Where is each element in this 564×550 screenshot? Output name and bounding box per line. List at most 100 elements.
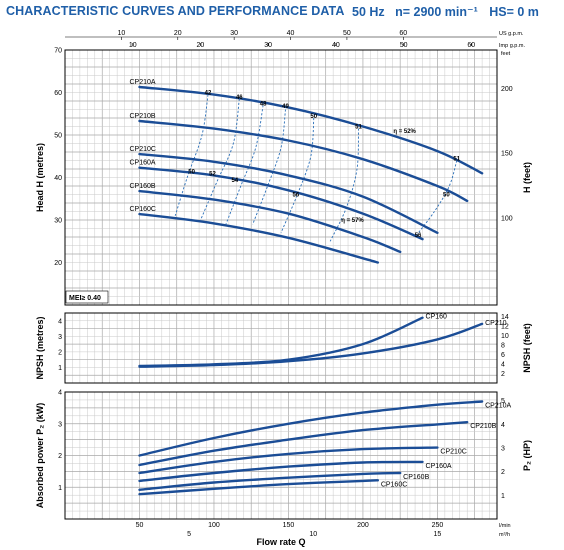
power-curve-label: CP160B [403,474,429,481]
head-curve-label: CP160C [129,206,155,213]
x-tick-label: 250 [432,522,444,529]
x-tick-label-m3h: 5 [187,531,191,538]
efficiency-label: 56 [415,233,422,239]
top-axis-unit-us: US g.p.m. [499,31,524,37]
efficiency-label: 50 [443,193,450,199]
y-tick-label: 50 [54,133,62,140]
efficiency-label: 42 [205,91,212,97]
suction-height-label: HS= 0 m [489,5,539,19]
y-axis-title: Head H (metres) [35,143,45,212]
y-axis-title: NPSH (metres) [35,316,45,379]
y-tick-label: 2 [58,453,62,460]
efficiency-label: η = 57% [341,218,364,224]
head-curve-cp210c [138,152,439,234]
head-curve-cp160b [138,189,402,254]
y-axis-title-right: NPSH (feet) [522,323,532,373]
efficiency-label: η = 52% [393,129,416,135]
efficiency-label: 54 [231,178,238,184]
power-curve-cp160a [138,460,424,483]
head-curve-cp160a [138,166,424,241]
x-axis-unit-m3h: m³/h [499,532,510,538]
page-title: CHARACTERISTIC CURVES AND PERFORMANCE DA… [6,4,345,18]
x-tick-label-m3h: 10 [309,531,317,538]
y-tick-label-right: 2 [501,469,505,476]
panel-frame [64,312,498,384]
power-curve-label: CP210B [470,423,496,430]
efficiency-label: 51 [453,157,460,163]
y-tick-label: 40 [54,175,62,182]
head-curve-label: CP160B [129,183,155,190]
mei-label: MEI≥ 0.40 [69,295,101,302]
top-tick-us: 20 [174,30,182,37]
head-curve-cp210b [138,119,469,203]
power-curve-cp160b [138,471,402,491]
x-tick-label-m3h: 15 [434,531,442,538]
mei-box [65,290,109,304]
x-tick-label: 100 [208,522,220,529]
y-tick-label-right: 100 [501,215,513,222]
efficiency-label: 50 [310,114,317,120]
y-tick-label: 60 [54,90,62,97]
y-tick-label-right: 6 [501,352,505,359]
head-curve-label: CP210A [129,79,155,86]
y-tick-label: 20 [54,260,62,267]
y-tick-label-right: 3 [501,445,505,452]
head-curve-label: CP210C [129,146,155,153]
top-axes: 10 20 30 40 50 60 US g.p.m.10 20 30 40 50 60 Imp g.p… [65,30,525,49]
y-axis-title-right: P₂ (HP) [522,440,532,471]
y-tick-label: 4 [58,318,62,325]
power-curve-cp210b [138,421,469,467]
npsh-curve-label: CP210 [485,320,507,327]
efficiency-label: 56 [293,193,300,199]
power-curve-label: CP160C [381,481,407,488]
panel-frame [64,391,498,520]
y-tick-label-right: 2 [501,371,505,378]
y-tick-label-right: 1 [501,493,505,500]
efficiency-label: 50 [188,169,195,175]
head-curve-cp160c [138,212,379,264]
top-tick-us: 40 [287,30,295,37]
x-tick-label: 50 [136,522,144,529]
y-tick-label-right: 8 [501,343,505,350]
panel-frame [64,49,498,306]
top-tick-us: 50 [343,30,351,37]
power-curve-cp210c [138,446,439,475]
top-tick-us: 10 [117,30,125,37]
y-tick-label: 30 [54,218,62,225]
y-tick-label-right: 4 [501,422,505,429]
y-tick-label-right: 150 [501,151,513,158]
y-tick-label-right: 5 [501,398,505,405]
y-tick-label-right: 14 [501,314,509,321]
efficiency-contour [329,128,359,242]
y-tick-label-right: 200 [501,86,513,93]
y-tick-label: 2 [58,349,62,356]
efficiency-label: 48 [260,101,267,107]
head-curve-cp210a [138,85,484,175]
x-axis-unit: l/min [499,523,511,529]
head-curve-label: CP210B [129,113,155,120]
y-axis-title-right: H (feet) [522,162,532,193]
efficiency-contour [174,94,209,216]
y-axis-title: Absorbed power P₂ (kW) [35,403,45,509]
right-axis-unit: feet [501,51,511,57]
x-tick-label: 150 [283,522,295,529]
x-tick-label: 200 [357,522,369,529]
power-curve-label: CP160A [426,463,452,470]
y-tick-label: 4 [58,390,62,397]
efficiency-label: 49 [282,104,289,110]
y-tick-label: 3 [58,334,62,341]
efficiency-label: 46 [236,95,243,101]
power-curve-label: CP210A [485,403,511,410]
efficiency-contour [280,117,315,233]
top-tick-us: 30 [230,30,238,37]
top-axis-unit-imp: Imp g.p.m. [499,43,525,49]
frequency-label: 50 Hz [352,5,385,19]
head-panel: 20 30 40 50 60 70 100 150 200 feet 10 20 30 40 50 60 US … [35,30,532,306]
speed-label: n= 2900 min⁻¹ [395,5,478,19]
power-curve-cp210a [138,400,484,457]
power-panel: 1 2 3 4 1 2 3 4 5 50 100 150 200 250 l/min 5 10 15 m³/h CP2… [35,390,532,548]
efficiency-label: 51 [355,125,362,131]
power-curve-label: CP210C [440,449,466,456]
